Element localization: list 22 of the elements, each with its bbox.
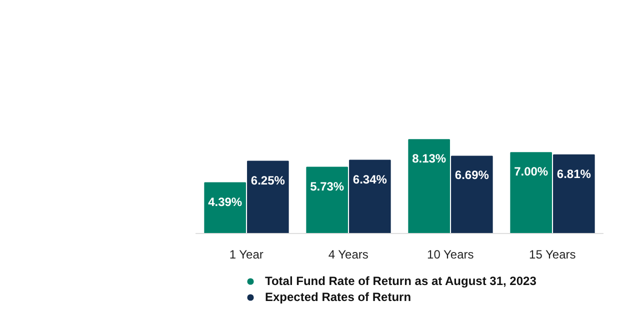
x-tick-label: 15 Years: [529, 248, 576, 262]
data-label: 8.13%: [412, 152, 446, 166]
bar: [204, 182, 246, 234]
bar: [451, 156, 493, 234]
legend-label: Total Fund Rate of Return as at August 31, 2023: [265, 274, 536, 288]
x-tick-label: 4 Years: [328, 248, 368, 262]
data-label: 6.34%: [352, 172, 388, 186]
data-label: 6.81%: [556, 166, 592, 181]
data-label: 6.25%: [250, 173, 286, 188]
bar: [247, 160, 289, 234]
data-label: 7.00%: [514, 164, 548, 179]
data-label: 4.39%: [208, 194, 242, 209]
bar: [349, 160, 391, 234]
data-label: 5.73%: [310, 179, 344, 194]
bar: [408, 139, 450, 234]
x-tick-label: 10 Years: [427, 248, 474, 262]
x-tick-label: 1 Year: [229, 248, 264, 262]
bar: [306, 166, 348, 234]
bar: [553, 154, 595, 234]
data-label: 6.69%: [454, 168, 490, 182]
bar: [510, 152, 552, 234]
legend-label: Expected Rates of Return: [265, 290, 412, 304]
